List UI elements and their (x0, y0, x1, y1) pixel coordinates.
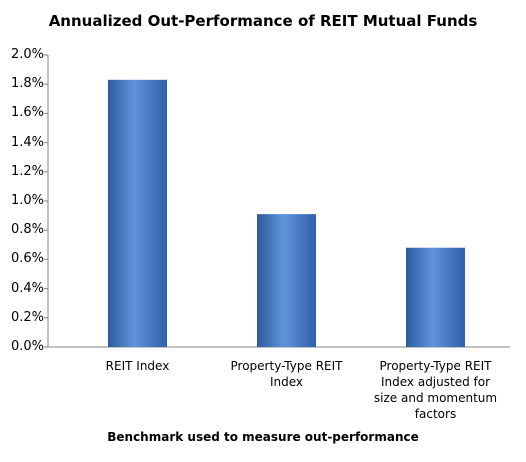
x-tick-label: REIT Index (105, 359, 170, 373)
x-tick-label: Property-Type REIT Index adjusted for si… (373, 359, 498, 421)
y-tick-label: 1.6% (10, 105, 44, 121)
x-axis-label: Benchmark used to measure out-performanc… (107, 430, 419, 444)
y-tick-label: 0.0% (10, 339, 44, 354)
y-tick-label: 1.0% (10, 193, 44, 208)
y-tick-label: 0.8% (10, 222, 44, 238)
bar (257, 214, 316, 347)
y-tick-label: 2.0% (10, 47, 44, 62)
y-tick-label: 0.4% (10, 280, 44, 296)
y-tick-label: 1.8% (10, 76, 44, 92)
y-tick-label: 1.4% (10, 134, 44, 150)
bar (108, 79, 167, 347)
chart-title: Annualized Out-Performance of REIT Mutua… (48, 12, 478, 30)
y-tick-label: 0.2% (10, 309, 44, 325)
bar (406, 247, 465, 347)
y-tick-label: 0.6% (10, 251, 44, 267)
x-tick-label: Property-Type REIT Index (230, 359, 343, 389)
y-tick-label: 1.2% (10, 163, 44, 179)
